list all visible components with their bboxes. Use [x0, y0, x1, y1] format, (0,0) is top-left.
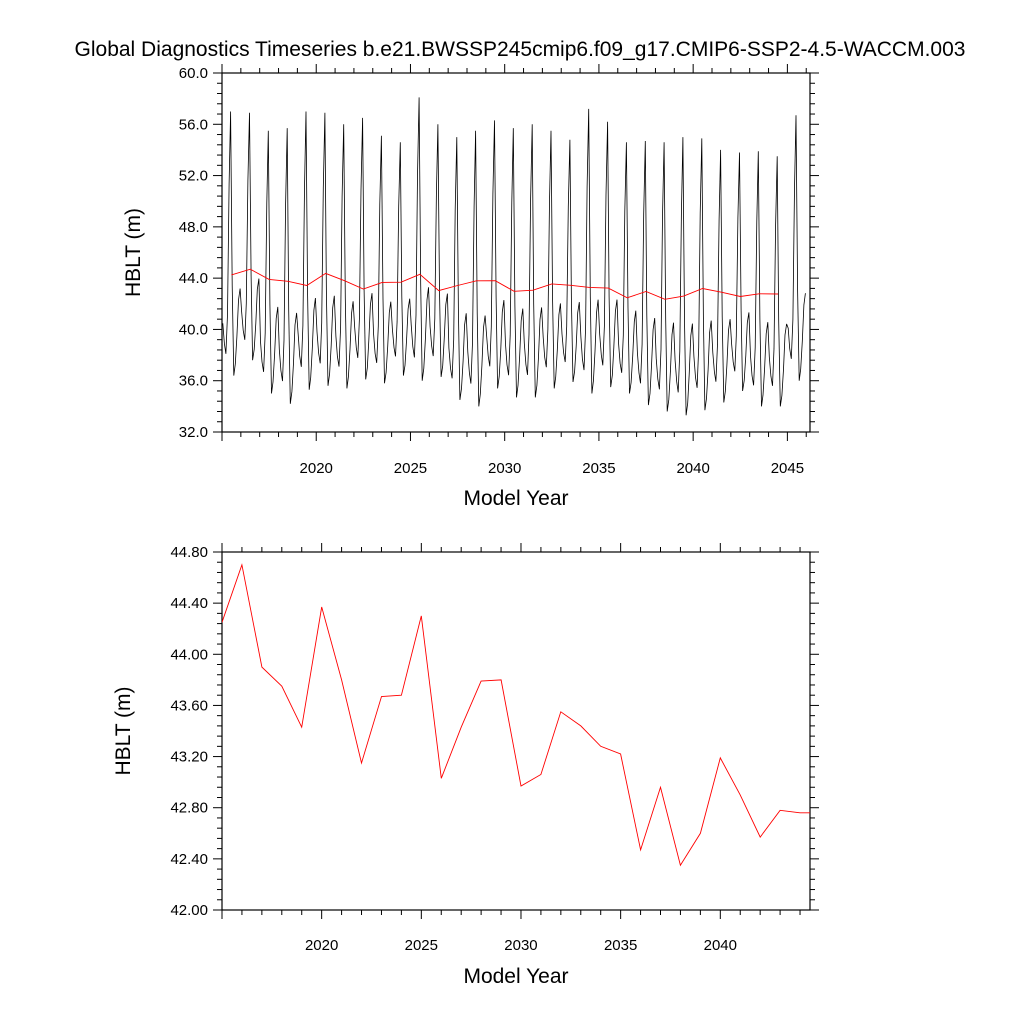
x-axis-label: Model Year — [463, 487, 568, 510]
y-tick-label: 60.0 — [179, 65, 208, 82]
y-tick-label: 44.00 — [170, 646, 208, 663]
y-tick-label: 48.0 — [179, 219, 208, 236]
y-tick-label: 52.0 — [179, 168, 208, 185]
y-tick-label: 32.0 — [179, 424, 208, 441]
plot-frame — [221, 551, 811, 911]
y-tick-label: 42.80 — [170, 800, 208, 817]
x-tick-label: 2030 — [504, 937, 537, 954]
x-tick-label: 2030 — [488, 460, 521, 477]
y-tick-label: 43.20 — [170, 749, 208, 766]
x-tick-label: 2025 — [405, 937, 438, 954]
annual-mean-series-line — [231, 268, 779, 300]
plot-top: 2020 2025 2030 2035 2040 2045 32.0 36.0 40.0 44.0… — [122, 64, 819, 510]
monthly-series-line — [222, 97, 806, 416]
x-tick-label: 2020 — [300, 460, 333, 477]
annual-mean-series-line — [222, 563, 810, 867]
y-tick-label: 44.0 — [179, 270, 208, 287]
y-tick-label: 43.60 — [170, 697, 208, 714]
x-axis-label: Model Year — [463, 965, 568, 988]
y-tick-label: 44.80 — [170, 544, 208, 561]
x-tick-label: 2035 — [582, 460, 615, 477]
x-tick-label: 2040 — [704, 937, 737, 954]
y-axis-label: HBLT (m) — [122, 208, 145, 297]
y-axis-label: HBLT (m) — [112, 686, 135, 775]
x-tick-label: 2035 — [604, 937, 637, 954]
y-tick-label: 42.00 — [170, 902, 208, 919]
y-tick-label: 40.0 — [179, 321, 208, 338]
figure-title: Global Diagnostics Timeseries b.e21.BWSS… — [75, 38, 966, 61]
y-tick-label: 56.0 — [179, 116, 208, 133]
plot-bottom: 2020 2025 2030 2035 2040 42.00 42.40 42.80 43.20… — [112, 543, 819, 988]
y-tick-label: 36.0 — [179, 373, 208, 390]
x-tick-label: 2025 — [394, 460, 427, 477]
x-tick-label: 2040 — [676, 460, 709, 477]
plot-frame — [221, 72, 811, 433]
y-tick-label: 42.40 — [170, 851, 208, 868]
x-tick-label: 2045 — [771, 460, 804, 477]
x-tick-label: 2020 — [305, 937, 338, 954]
y-tick-label: 44.40 — [170, 595, 208, 612]
